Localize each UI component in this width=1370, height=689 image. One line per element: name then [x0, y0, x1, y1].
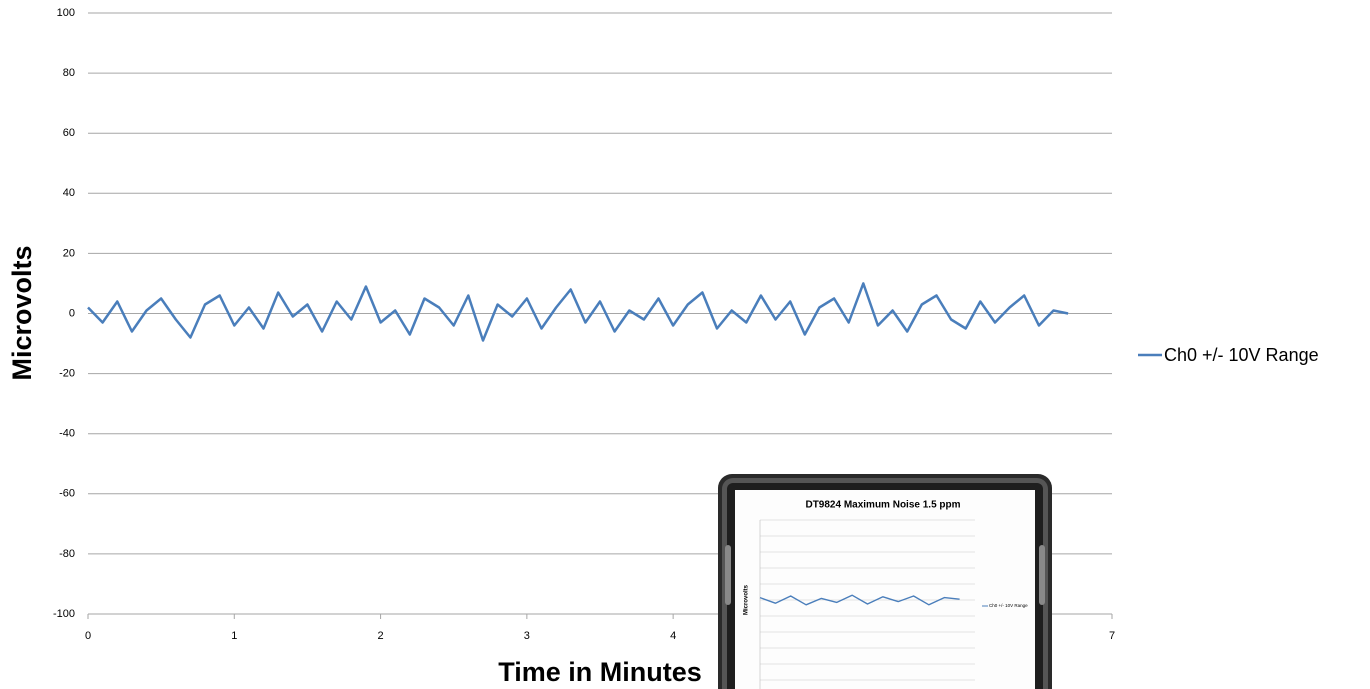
chart: -100-80-60-40-2002040608010001234567Time…: [0, 0, 1370, 689]
x-tick-label: 0: [85, 630, 91, 642]
legend-label: Ch0 +/- 10V Range: [1164, 345, 1319, 365]
main-chart: -100-80-60-40-2002040608010001234567Time…: [7, 7, 1318, 687]
y-tick-label: 20: [63, 247, 75, 259]
x-tick-label: 1: [231, 630, 237, 642]
y-tick-label: 0: [69, 307, 75, 319]
y-tick-label: -20: [59, 368, 75, 380]
x-tick-label: 2: [378, 630, 384, 642]
tablet-grip: [1039, 545, 1045, 605]
data-line: [88, 283, 1068, 340]
y-axis-label: Microvolts: [7, 245, 37, 380]
y-tick-label: -40: [59, 428, 75, 440]
x-tick-label: 4: [670, 630, 676, 642]
y-tick-label: 40: [63, 187, 75, 199]
y-tick-label: 60: [63, 127, 75, 139]
inset-title: DT9824 Maximum Noise 1.5 ppm: [805, 500, 960, 511]
y-tick-label: -80: [59, 548, 75, 560]
y-tick-label: -60: [59, 488, 75, 500]
x-tick-label: 3: [524, 630, 530, 642]
inset-y-label: Microvolts: [744, 584, 750, 615]
tablet-grip: [725, 545, 731, 605]
legend-label: Ch0 +/- 10V Range: [989, 603, 1028, 608]
y-tick-label: -100: [53, 608, 75, 620]
y-tick-label: 80: [63, 67, 75, 79]
x-axis-label: Time in Minutes: [498, 657, 702, 687]
x-tick-label: 7: [1109, 630, 1115, 642]
y-tick-label: 100: [57, 7, 75, 19]
